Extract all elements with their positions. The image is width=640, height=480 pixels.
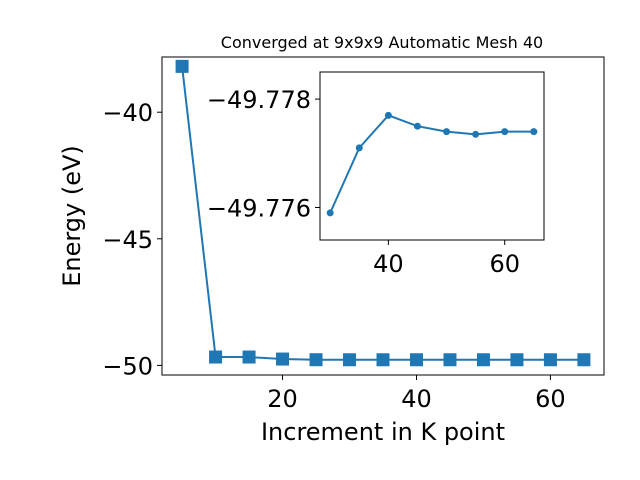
inset-data-point <box>384 111 392 119</box>
main-data-point <box>276 352 290 366</box>
inset-y-ticks: −49.778 −49.776 <box>207 86 320 222</box>
main-data-point <box>309 353 323 367</box>
main-y-tick-label: −50 <box>102 352 153 380</box>
inset-data-point <box>443 128 451 136</box>
main-x-tick-label: 40 <box>401 385 432 413</box>
main-x-tick-label: 60 <box>535 385 566 413</box>
y-axis-label: Energy (eV) <box>58 145 86 287</box>
x-axis-label: Increment in K point <box>261 418 505 446</box>
main-data-point <box>577 353 591 367</box>
main-plot: 20 40 60 −40 −45 −50 <box>102 56 605 413</box>
main-data-point <box>209 350 223 364</box>
main-data-point <box>242 350 256 364</box>
main-data-point <box>543 353 557 367</box>
inset-x-tick-label: 60 <box>489 250 520 278</box>
main-data-point <box>409 353 423 367</box>
inset-plot-frame <box>319 71 545 241</box>
inset-plot-background <box>320 72 544 240</box>
inset-series <box>326 111 538 217</box>
inset-data-point <box>472 130 480 138</box>
main-plot-frame <box>161 56 605 376</box>
inset-y-tick-label: −49.776 <box>207 194 311 222</box>
main-data-point <box>476 353 490 367</box>
inset-series-line <box>329 114 534 214</box>
main-series <box>175 59 591 367</box>
main-data-point <box>376 353 390 367</box>
inset-data-point <box>326 209 334 217</box>
inset-x-ticks: 40 60 <box>373 240 520 278</box>
chart-title: Converged at 9x9x9 Automatic Mesh 40 <box>221 33 543 52</box>
inset-data-point <box>355 144 363 152</box>
main-data-point <box>175 59 189 73</box>
inset-y-tick-label: −49.778 <box>207 86 311 114</box>
main-data-point <box>443 353 457 367</box>
main-x-ticks: 20 40 60 <box>267 375 566 413</box>
inset-plot: 40 60 −49.778 −49.776 <box>207 71 545 278</box>
main-x-tick-label: 20 <box>267 385 298 413</box>
main-y-ticks: −40 −45 −50 <box>102 99 162 380</box>
main-data-point <box>343 353 357 367</box>
inset-data-point <box>501 128 509 136</box>
inset-data-point <box>530 128 538 136</box>
main-data-point <box>510 353 524 367</box>
inset-data-point <box>413 122 421 130</box>
main-y-tick-label: −40 <box>102 99 153 127</box>
inset-x-tick-label: 40 <box>373 250 404 278</box>
main-y-tick-label: −45 <box>102 226 153 254</box>
